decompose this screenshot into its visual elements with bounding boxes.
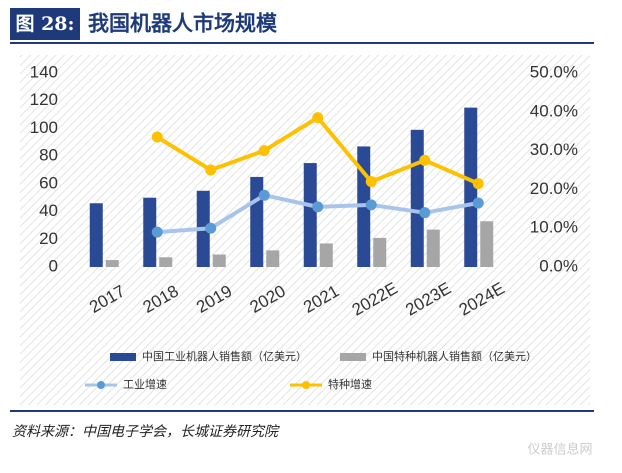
source-note: 资料来源：中国电子学会，长城证券研究院: [12, 424, 280, 440]
bar: [410, 129, 424, 267]
line-marker: [472, 178, 484, 190]
legend-marker: [302, 381, 310, 389]
bar: [266, 250, 280, 267]
figure-label: 图 28:: [15, 13, 74, 35]
legend-swatch: [340, 353, 366, 361]
bar: [159, 257, 173, 267]
bar: [250, 176, 264, 267]
y2-tick-label: 20.0%: [530, 179, 578, 198]
bar: [303, 163, 317, 267]
line-marker: [205, 164, 217, 176]
legend-label: 中国特种机器人销售额（亿美元）: [372, 349, 537, 363]
line-marker: [151, 131, 163, 143]
line-marker: [365, 199, 377, 211]
line-marker: [258, 189, 270, 201]
legend-label: 特种增速: [328, 377, 372, 391]
line-marker: [419, 207, 431, 219]
bar: [143, 197, 157, 267]
line-marker: [365, 176, 377, 188]
line-marker: [258, 145, 270, 157]
line-marker: [312, 201, 324, 213]
y-tick-label: 60: [39, 173, 58, 192]
y2-tick-label: 0.0%: [539, 256, 578, 275]
bar: [319, 243, 333, 267]
line-marker: [419, 154, 431, 166]
y-tick-label: 140: [30, 62, 58, 81]
bar: [212, 254, 226, 267]
legend-swatch: [110, 353, 136, 361]
y-tick-label: 100: [30, 118, 58, 137]
y-tick-label: 0: [49, 256, 58, 275]
line-marker: [472, 197, 484, 209]
chart-title: 我国机器人市场规模: [88, 11, 278, 36]
bar: [373, 237, 387, 267]
figure-label-box: [10, 8, 80, 40]
legend-label: 中国工业机器人销售额（亿美元）: [142, 349, 307, 363]
y-tick-label: 20: [39, 229, 58, 248]
y-tick-label: 80: [39, 146, 58, 165]
watermark: 仪器信息网: [527, 442, 592, 458]
line-marker: [312, 112, 324, 124]
bar: [105, 260, 119, 267]
line-marker: [205, 222, 217, 234]
y2-tick-label: 50.0%: [530, 62, 578, 81]
bar: [464, 107, 478, 268]
bar: [426, 229, 440, 267]
legend-label: 工业增速: [123, 377, 167, 391]
y2-tick-label: 10.0%: [530, 218, 578, 237]
y-tick-label: 120: [30, 90, 58, 109]
y2-tick-label: 40.0%: [530, 101, 578, 120]
bar: [480, 221, 494, 267]
y2-tick-label: 30.0%: [530, 140, 578, 159]
bar: [89, 203, 103, 267]
line-marker: [151, 226, 163, 238]
y-tick-label: 40: [39, 201, 58, 220]
legend-marker: [97, 381, 105, 389]
